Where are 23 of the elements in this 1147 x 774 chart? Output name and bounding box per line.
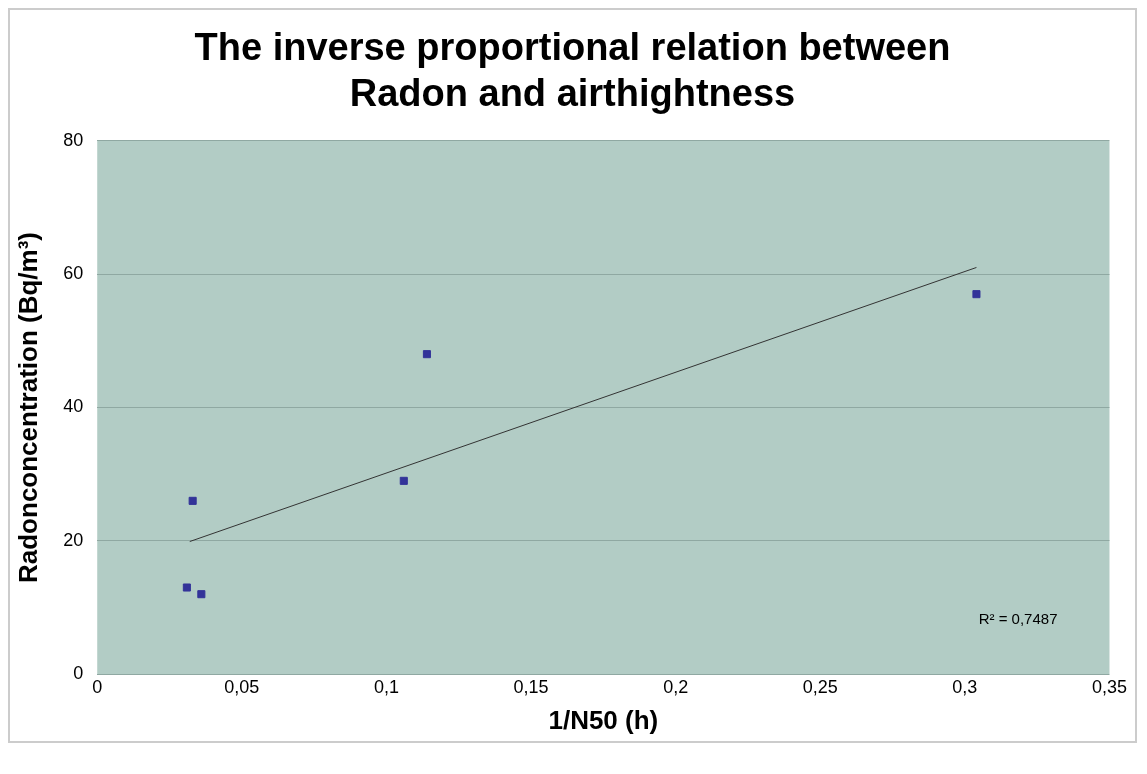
x-tick-label: 0,25 [802,676,838,697]
annotation: R² = 0,7487 [978,610,1058,628]
point [399,476,408,485]
x-axis-title: 1/N50 (h) [548,704,659,735]
y-tick-label: 40 [63,396,84,417]
x-tick-label: 0,15 [513,676,549,697]
point [972,290,981,299]
y-tick-label: 60 [63,263,84,284]
x-tick-label: 0 [92,676,103,697]
x-tick-label: 0,1 [373,676,399,697]
x-tick-label: 0,35 [1091,676,1128,697]
x-tick-label: 0,3 [952,676,978,697]
y-axis-title: Radonconcentration (Bq/m³) [12,232,43,583]
x-tick-label: 0,2 [663,676,689,697]
y-tick-label: 80 [63,129,84,150]
x-tick-label: 0,05 [224,676,260,697]
y-tick-label: 0 [73,663,84,684]
point [197,590,206,599]
point [188,496,197,505]
chart-title: The inverse proportional relation between Radon and airthightness [193,25,952,116]
point [182,583,191,592]
point [422,350,431,359]
y-tick-label: 20 [63,529,84,550]
